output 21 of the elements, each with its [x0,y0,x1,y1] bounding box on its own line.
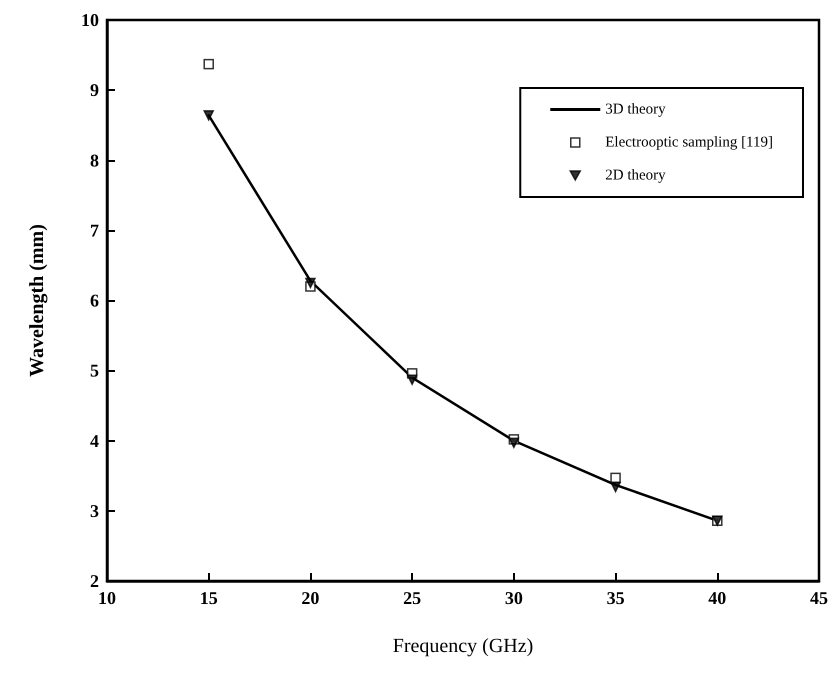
y-tick-label: 3 [90,500,99,521]
y-tick-label: 5 [90,360,99,381]
x-axis-title: Frequency (GHz) [392,635,534,657]
x-tick-label: 45 [810,588,828,608]
x-tick-label: 35 [606,588,625,608]
legend-label: 2D theory [605,168,666,184]
y-tick-label: 2 [90,571,99,591]
y-axis-title: Wavelength (mm) [26,224,48,377]
x-tick-label: 25 [403,588,422,608]
x-tick-label: 20 [301,588,320,608]
y-tick-label: 9 [90,80,99,100]
y-tick-label: 6 [90,290,99,310]
x-tick-label: 30 [504,588,523,608]
x-tick-label: 15 [200,588,218,608]
y-tick-label: 8 [90,150,99,170]
x-tick-label: 40 [708,588,726,608]
y-tick-label: 7 [90,220,99,240]
legend-label: Electrooptic sampling [119] [605,134,774,150]
y-tick-label: 10 [81,10,99,30]
y-tick-label: 4 [90,430,99,451]
legend-label: 3D theory [605,102,666,118]
